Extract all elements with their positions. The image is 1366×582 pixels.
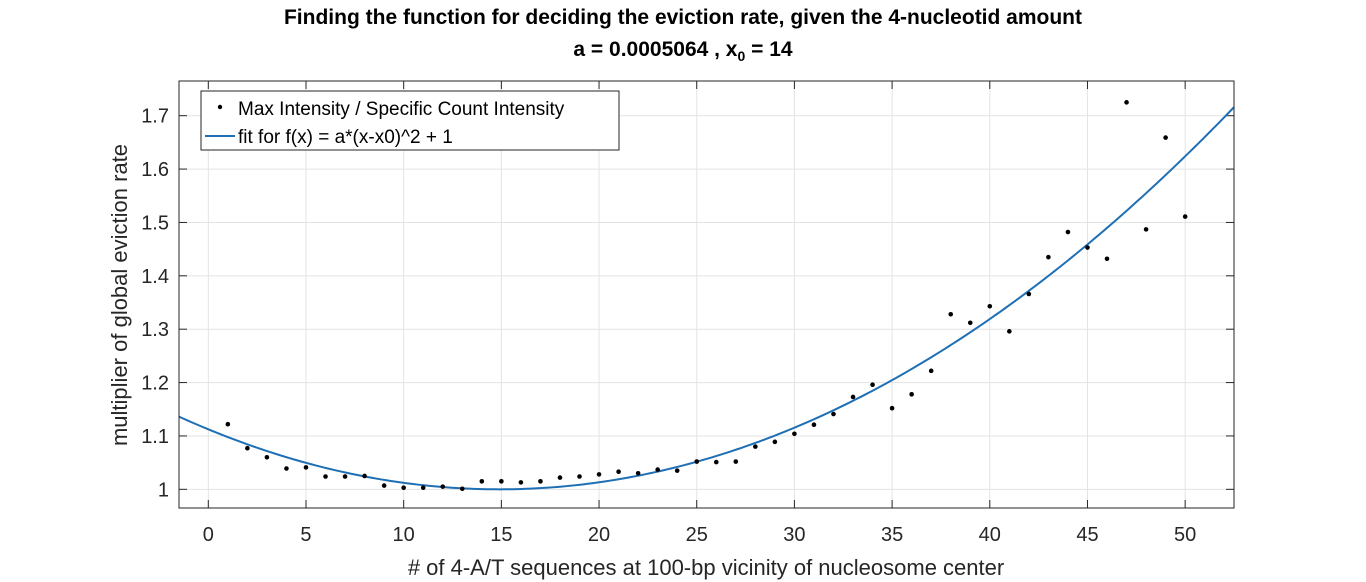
x-axis-label: # of 4-A/T sequences at 100-bp vicinity … <box>408 555 1004 580</box>
data-point <box>1007 329 1012 334</box>
data-point <box>479 479 485 484</box>
x-tick-label: 20 <box>588 524 610 546</box>
x-tick-label: 15 <box>490 524 512 546</box>
data-point <box>733 459 739 464</box>
data-point <box>928 368 934 374</box>
data-point <box>596 472 602 477</box>
y-tick-label: 1.5 <box>141 212 169 234</box>
data-point <box>577 474 582 479</box>
subtitle-suffix: = 14 <box>745 38 793 61</box>
fit-series <box>178 106 1235 491</box>
x-tick-label: 30 <box>783 524 805 546</box>
x-tick-label: 35 <box>881 524 903 546</box>
data-point <box>1046 254 1051 260</box>
data-point <box>694 459 700 464</box>
data-point <box>831 411 836 417</box>
data-point <box>401 485 406 491</box>
data-point <box>1163 135 1168 140</box>
fit-curve <box>178 106 1235 491</box>
y-tick-label: 1.4 <box>141 266 169 288</box>
data-point <box>499 479 504 484</box>
data-point <box>1085 245 1090 250</box>
data-point <box>1182 214 1188 219</box>
data-point <box>264 454 270 460</box>
legend-box <box>200 90 620 151</box>
data-point <box>1026 291 1032 297</box>
data-point <box>420 485 426 491</box>
data-point <box>225 421 231 427</box>
data-point <box>948 311 954 317</box>
data-point <box>518 480 524 485</box>
y-tick-label: 1.1 <box>141 426 169 448</box>
x-tick-label: 5 <box>300 524 311 546</box>
x-tick-label: 40 <box>979 524 1001 546</box>
data-point <box>440 484 446 489</box>
data-point <box>616 469 621 475</box>
y-tick-label: 1.7 <box>141 106 169 128</box>
subtitle-prefix: a = 0.0005064 , x <box>573 38 738 61</box>
plot-area <box>179 81 1234 508</box>
data-point <box>284 466 289 471</box>
data-point <box>303 465 309 470</box>
y-tick-label: 1.3 <box>141 319 169 341</box>
data-point <box>987 303 993 309</box>
data-point <box>850 394 856 400</box>
plot-frame <box>178 80 1235 509</box>
data-point <box>362 473 367 479</box>
data-point <box>323 474 328 479</box>
data-point <box>1143 227 1149 232</box>
legend-label-fit: fit for f(x) = a*(x-x0)^2 + 1 <box>238 127 453 148</box>
chart-subtitle: a = 0.0005064 , x0 = 14 <box>0 38 1366 64</box>
x-tick-labels: 0 5 10 15 20 25 30 35 40 45 50 <box>203 524 1197 546</box>
data-point <box>459 486 465 492</box>
y-tick-label: 1.6 <box>141 159 169 181</box>
subtitle-subscript: 0 <box>737 48 746 65</box>
data-point <box>889 405 895 411</box>
data-point <box>811 422 817 428</box>
data-point <box>713 459 719 465</box>
legend-marker-scatter <box>217 104 223 110</box>
x-tick-label: 50 <box>1174 524 1196 546</box>
data-point <box>772 439 778 445</box>
data-point <box>1104 256 1110 262</box>
data-point <box>870 382 875 388</box>
x-tick-label: 25 <box>686 524 708 546</box>
legend-label-scatter: Max Intensity / Specific Count Intensity <box>238 99 565 120</box>
x-tick-label: 45 <box>1076 524 1098 546</box>
data-point <box>967 320 973 326</box>
data-points <box>225 100 1188 492</box>
chart-title: Finding the function for deciding the ev… <box>283 6 1083 29</box>
data-point <box>655 467 660 472</box>
data-point <box>635 471 641 476</box>
data-point <box>557 475 563 480</box>
data-point <box>1065 229 1071 235</box>
x-tick-label: 10 <box>393 524 415 546</box>
x-tick-label: 0 <box>203 524 214 546</box>
data-point <box>381 483 387 488</box>
y-tick-label: 1.2 <box>141 373 169 395</box>
axis-ticks <box>179 81 1234 508</box>
legend: Max Intensity / Specific Count Intensity… <box>200 90 620 151</box>
data-point <box>1124 100 1129 105</box>
data-point <box>342 474 348 479</box>
y-tick-label: 1 <box>158 479 169 501</box>
grid-lines <box>179 81 1234 508</box>
y-axis-label: multiplier of global eviction rate <box>107 144 132 446</box>
y-tick-labels: 1 1.1 1.2 1.3 1.4 1.5 1.6 1.7 <box>141 106 169 502</box>
data-point <box>792 431 797 437</box>
data-point <box>245 445 250 451</box>
data-point <box>909 392 914 397</box>
data-point <box>538 479 543 484</box>
data-point <box>674 468 680 473</box>
data-point <box>753 444 758 449</box>
